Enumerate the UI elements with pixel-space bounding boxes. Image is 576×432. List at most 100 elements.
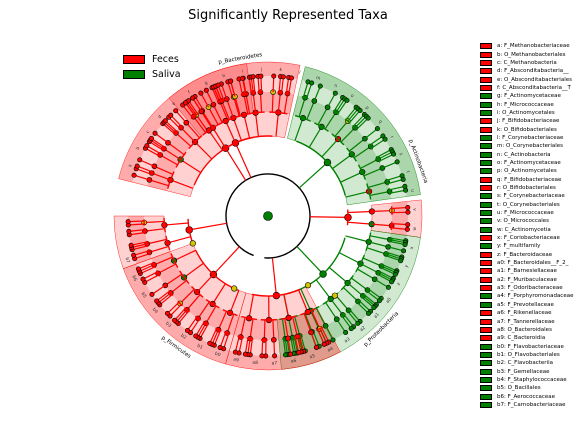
taxon-node (217, 345, 223, 351)
branch-spoke (232, 117, 242, 141)
taxon-node (128, 242, 134, 248)
taxa-legend-swatch (480, 51, 492, 58)
taxa-legend-item: b3: F_Gemellaceae (480, 367, 576, 375)
taxon-node (371, 305, 377, 311)
branch-spoke (368, 241, 389, 248)
branch-spoke (273, 339, 276, 356)
group-legend-swatch (123, 55, 145, 64)
taxon-node (391, 151, 397, 157)
taxa-legend-swatch (480, 168, 492, 175)
branch-spoke (391, 206, 408, 210)
taxa-legend-item: l: F_Corynebacteriaceae (480, 134, 576, 142)
taxon-node (382, 136, 388, 142)
node-key-label: b0 (214, 351, 222, 359)
taxon-node (401, 248, 407, 254)
taxon-node (162, 118, 168, 124)
taxa-legend-label: b6: F_Aerococcaceae (497, 393, 556, 400)
branch-spoke (234, 142, 252, 178)
branch-spoke (351, 277, 368, 291)
taxon-node (355, 320, 361, 326)
taxa-legend-swatch (480, 376, 492, 383)
taxa-legend-label: f: C_Absconditabacteria__T (497, 84, 571, 91)
node-key-label: v (411, 208, 416, 211)
branch-arc (170, 253, 179, 268)
taxon-node (198, 90, 204, 96)
branch-spoke (387, 246, 404, 252)
taxa-legend-item: d: F_Absconditabacteria__ (480, 67, 576, 75)
branch-spoke (225, 147, 247, 181)
taxa-legend-label: t: O_Corynebacteriales (497, 201, 560, 208)
branch-spoke (309, 216, 348, 218)
branch-arc (293, 334, 301, 338)
taxon-node (405, 209, 411, 215)
taxon-node (385, 284, 391, 290)
branch-spoke (175, 132, 192, 147)
branch-spoke (142, 271, 158, 280)
branch-spoke (167, 142, 185, 156)
taxa-legend-item: b6: F_Aerococcaceae (480, 392, 576, 400)
branch-spoke (146, 145, 162, 155)
group-legend-item: Feces (123, 52, 181, 67)
branch-spoke (257, 76, 260, 93)
taxa-legend-item: v: O_Micrococcales (480, 217, 576, 225)
branch-spoke (335, 98, 346, 113)
taxon-node (242, 351, 248, 357)
branch-spoke (169, 304, 182, 317)
group-legend-label: Feces (152, 54, 179, 65)
branch-spoke (247, 338, 251, 355)
branch-spoke (163, 121, 177, 134)
taxon-node (392, 271, 398, 277)
taxa-legend-swatch (480, 134, 492, 141)
branch-spoke (385, 255, 401, 262)
branch-arc (177, 300, 183, 307)
node-key-label: y (404, 264, 410, 269)
node-key-label: p (364, 106, 370, 112)
taxon-node (394, 159, 400, 165)
branch-spoke (378, 153, 394, 162)
branch-spoke (356, 301, 369, 314)
branch-spoke (248, 77, 253, 94)
branch-spoke (139, 264, 155, 272)
branch-spoke (245, 93, 251, 114)
taxon-node (207, 340, 213, 346)
branch-spoke (168, 116, 181, 129)
node-key-label: z (397, 282, 403, 287)
branch-spoke (131, 245, 148, 251)
taxa-legend-item: a: F_Methanobacteriaceae (480, 42, 576, 50)
taxon-node (172, 317, 178, 323)
node-key-label: a1 (373, 311, 381, 319)
branch-arc (240, 93, 248, 96)
group-legend-swatch (123, 70, 145, 79)
taxon-node (190, 95, 196, 101)
branch-spoke (337, 100, 348, 114)
branch-arc (205, 299, 220, 309)
taxa-legend-label: a: F_Methanobacteriaceae (497, 43, 570, 50)
branch-spoke (357, 268, 375, 280)
node-key-label: a7 (271, 360, 277, 366)
branch-spoke (174, 307, 186, 321)
taxon-node (357, 108, 363, 114)
branch-arc (300, 308, 316, 316)
taxon-node (140, 276, 146, 282)
taxa-legend-label: s: F_Corynebacteriaceae (497, 193, 565, 200)
branch-spoke (275, 112, 279, 137)
branch-spoke (330, 298, 344, 316)
taxon-node (404, 226, 410, 232)
taxa-legend-label: l: F_Corynebacteriaceae (497, 134, 564, 141)
taxa-legend-swatch (480, 185, 492, 192)
taxa-legend-item: j: F_Bifidobacteriaceae (480, 117, 576, 125)
node-key-label: b5 (140, 291, 148, 299)
group-legend: Feces Saliva (123, 52, 181, 82)
branch-spoke (208, 130, 223, 151)
branch-spoke (271, 257, 277, 296)
branch-spoke (340, 171, 363, 183)
clade-ring-band (118, 62, 301, 183)
clade-ring-band (123, 263, 230, 365)
branch-arc (390, 221, 393, 231)
branch-spoke (321, 327, 330, 343)
taxa-legend-label: d: F_Absconditabacteria__ (497, 68, 569, 75)
branch-spoke (263, 319, 266, 340)
taxa-legend-label: v: O_Micrococcales (497, 218, 550, 225)
branch-spoke (154, 132, 169, 144)
